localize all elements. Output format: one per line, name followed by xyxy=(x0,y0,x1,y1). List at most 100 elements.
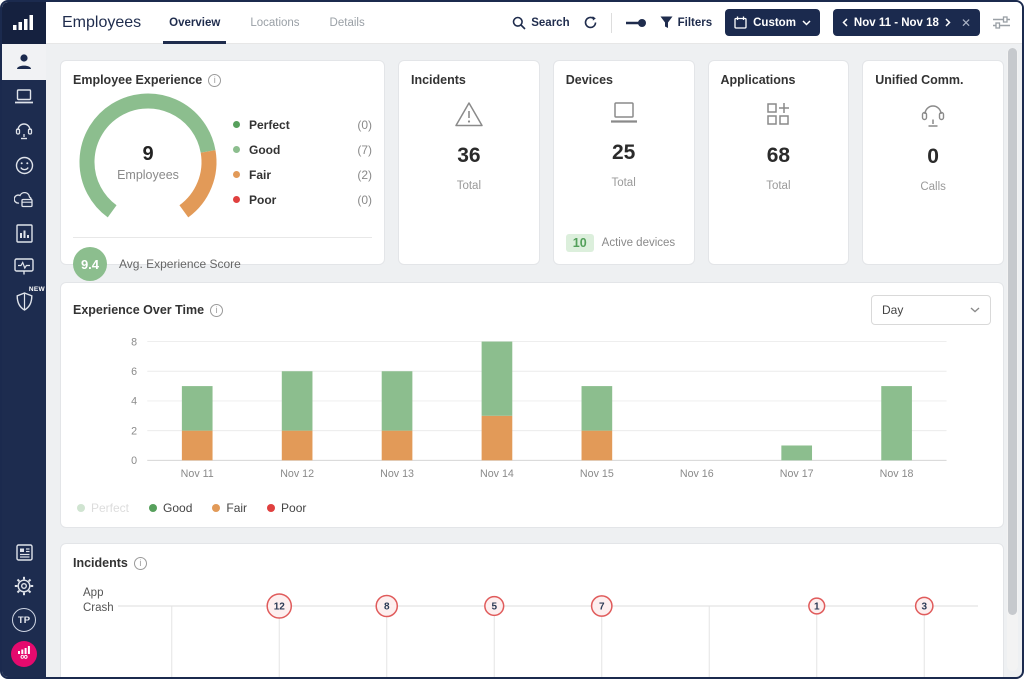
experience-gauge-body: 9 Employees Perfect (0) Good (7) Fair (2) Poor… xyxy=(73,87,372,237)
unified-comm-total-label: Calls xyxy=(920,181,946,193)
tab-locations[interactable]: Locations xyxy=(250,2,299,44)
y-tick-label: 8 xyxy=(131,336,137,348)
avg-score-row: 9.4 Avg. Experience Score xyxy=(73,237,372,281)
tab-bar: Overview Locations Details xyxy=(163,2,365,44)
bar-segment-good[interactable] xyxy=(281,371,313,431)
gauge-legend-item-fair[interactable]: Fair (2) xyxy=(233,168,372,182)
date-preset-button[interactable]: Custom xyxy=(725,9,820,36)
x-tick-label: Nov 15 xyxy=(580,468,614,480)
incidents-card[interactable]: Incidents 36 Total xyxy=(398,60,540,265)
sidebar-item-employees[interactable] xyxy=(2,44,46,80)
sidebar-item-security[interactable]: NEW xyxy=(2,284,46,318)
bar-segment-good[interactable] xyxy=(581,386,613,431)
applications-card-title: Applications xyxy=(720,73,796,87)
chart-legend-item-good[interactable]: Good xyxy=(149,501,192,515)
incidents-timeline-chart: 12 8 5 7 1 3 xyxy=(118,593,978,677)
sidebar-item-reports[interactable] xyxy=(2,216,46,250)
applications-card[interactable]: Applications 68 Total xyxy=(707,60,850,265)
tab-overview-label: Overview xyxy=(169,16,221,29)
legend-dot-icon xyxy=(267,504,276,512)
incident-count: 5 xyxy=(491,602,497,613)
legend-label: Fair xyxy=(249,167,272,182)
shield-icon xyxy=(15,291,33,311)
headset-icon xyxy=(15,123,33,140)
monitor-pulse-icon xyxy=(14,258,34,275)
bar-segment-fair[interactable] xyxy=(281,430,313,461)
bar-chart-logo-icon xyxy=(13,14,33,30)
unified-comm-card[interactable]: Unified Comm. 0 Calls xyxy=(862,60,1004,265)
active-devices-label: Active devices xyxy=(601,237,676,249)
headset-stat-icon xyxy=(921,105,945,127)
incident-bubble[interactable] xyxy=(484,595,505,617)
experience-over-time-title: Experience Over Time xyxy=(73,303,205,317)
chevron-right-icon[interactable] xyxy=(945,18,951,27)
incidents-timeline-card: Incidents i App Crash 12 8 5 7 1 3 xyxy=(60,543,1004,677)
clear-date-range-icon[interactable]: ✕ xyxy=(960,15,971,30)
interval-select[interactable]: Day xyxy=(871,295,991,325)
sidebar-item-settings[interactable] xyxy=(2,569,46,603)
sidebar-item-devices[interactable] xyxy=(2,80,46,114)
toggle-icon xyxy=(625,18,646,27)
gear-icon xyxy=(14,576,34,596)
gauge-legend-item-good[interactable]: Good (7) xyxy=(233,143,372,157)
bar-segment-fair[interactable] xyxy=(381,430,413,461)
gauge-legend-item-poor[interactable]: Poor (0) xyxy=(233,193,372,207)
gauge-legend-item-perfect[interactable]: Perfect (0) xyxy=(233,118,372,132)
chart-legend-item-poor[interactable]: Poor xyxy=(267,501,306,515)
bar-segment-good[interactable] xyxy=(881,386,912,461)
chart-legend-item-perfect[interactable]: Perfect xyxy=(77,501,129,515)
bar-segment-good[interactable] xyxy=(381,371,413,431)
gauge-center: 9 Employees xyxy=(73,87,223,237)
legend-dot-icon xyxy=(233,121,240,128)
incident-bubble[interactable] xyxy=(808,597,826,615)
devices-card[interactable]: Devices 25 Total 10 Active devices xyxy=(552,60,695,265)
incident-bubble[interactable] xyxy=(590,595,613,617)
bar-segment-fair[interactable] xyxy=(581,430,613,461)
employee-experience-card: Employee Experience i 9 Employees Perfec… xyxy=(60,60,385,281)
refresh-button[interactable] xyxy=(583,15,598,30)
bar-segment-good[interactable] xyxy=(481,341,513,416)
bar-segment-good[interactable] xyxy=(181,386,213,431)
card-title: Employee Experience i xyxy=(73,73,372,87)
tab-details[interactable]: Details xyxy=(330,2,365,44)
incident-row-label: App Crash xyxy=(83,586,114,616)
gauge-segment-fair[interactable] xyxy=(179,150,217,218)
vertical-scrollbar[interactable] xyxy=(1007,48,1018,671)
tab-overview[interactable]: Overview xyxy=(163,2,227,44)
filters-button[interactable]: Filters xyxy=(660,16,712,29)
brand-logo[interactable]: ∞ xyxy=(2,637,46,671)
sidebar-item-monitoring[interactable] xyxy=(2,250,46,284)
incident-bubble[interactable] xyxy=(914,596,934,616)
bar-segment-good[interactable] xyxy=(781,445,813,461)
date-range-picker[interactable]: Nov 11 - Nov 18 ✕ xyxy=(832,9,980,36)
info-icon[interactable]: i xyxy=(210,303,224,317)
bar-segment-fair[interactable] xyxy=(181,430,213,461)
legend-label: Fair xyxy=(226,501,248,515)
incident-bubble[interactable] xyxy=(266,593,293,619)
gauge-segment-good[interactable] xyxy=(79,93,216,218)
app-logo[interactable] xyxy=(2,2,46,44)
chevron-left-icon[interactable] xyxy=(842,18,848,27)
sidebar-item-experience[interactable] xyxy=(2,148,46,182)
y-tick-label: 2 xyxy=(131,425,137,437)
user-avatar[interactable]: TP xyxy=(2,603,46,637)
employee-count-label: Employees xyxy=(117,167,179,182)
chart-legend-item-fair[interactable]: Fair xyxy=(212,501,247,515)
sidebar-item-release-notes[interactable] xyxy=(2,535,46,569)
live-toggle[interactable] xyxy=(625,17,647,29)
laptop-stat-icon xyxy=(610,102,637,123)
top-bar: Employees Overview Locations Details Sea… xyxy=(2,2,1022,44)
incident-bubble[interactable] xyxy=(375,594,399,618)
summary-cards-row: Employee Experience i 9 Employees Perfec… xyxy=(60,60,1004,281)
warning-triangle-icon xyxy=(455,102,483,127)
sidebar-item-unified-comm[interactable] xyxy=(2,114,46,148)
bar-segment-fair[interactable] xyxy=(481,415,513,461)
info-icon[interactable]: i xyxy=(133,556,147,570)
view-settings-button[interactable] xyxy=(993,16,1010,29)
search-button[interactable]: Search xyxy=(512,16,570,30)
info-icon[interactable]: i xyxy=(208,73,222,87)
scrollbar-thumb[interactable] xyxy=(1008,48,1017,615)
avg-score-label: Avg. Experience Score xyxy=(119,257,241,271)
sidebar-item-saas-apps[interactable] xyxy=(2,182,46,216)
